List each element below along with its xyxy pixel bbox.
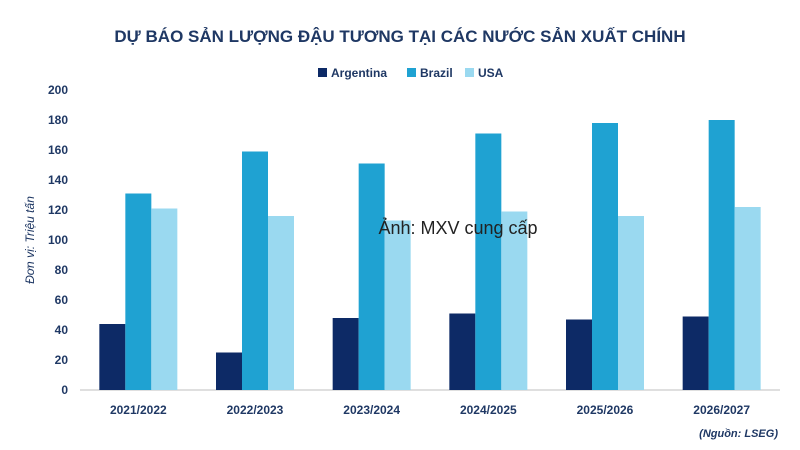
x-axis-ticks: 2021/2022 2022/2023 2023/2024 2024/2025 2025… bbox=[110, 403, 750, 417]
bar-argentina-2023-2024 bbox=[332, 318, 359, 390]
bar-usa-2022-2023 bbox=[268, 216, 294, 390]
bar-brazil-2021-2022 bbox=[125, 193, 152, 390]
bar-brazil-2022-2023 bbox=[242, 151, 268, 390]
chart-title: DỰ BÁO SẢN LƯỢNG ĐẬU TƯƠNG TẠI CÁC NƯỚC … bbox=[114, 27, 685, 46]
bar-usa-2026-2027 bbox=[734, 207, 761, 390]
y-tick-label: 160 bbox=[48, 143, 68, 157]
legend-swatch-argentina bbox=[318, 68, 327, 77]
bar-argentina-2022-2023 bbox=[216, 352, 242, 390]
y-axis-label: Đơn vị: Triệu tấn bbox=[23, 196, 37, 284]
y-tick-label: 0 bbox=[61, 383, 68, 397]
y-tick-label: 20 bbox=[55, 353, 69, 367]
y-tick-label: 40 bbox=[55, 323, 69, 337]
y-tick-label: 80 bbox=[55, 263, 69, 277]
bar-usa-2021-2022 bbox=[151, 208, 178, 390]
bar-argentina-2025-2026 bbox=[566, 319, 592, 390]
bar-usa-2023-2024 bbox=[384, 220, 411, 390]
x-tick-label: 2021/2022 bbox=[110, 403, 167, 417]
y-tick-label: 180 bbox=[48, 113, 68, 127]
legend-label-usa: USA bbox=[478, 66, 504, 80]
x-tick-label: 2022/2023 bbox=[227, 403, 284, 417]
x-tick-label: 2025/2026 bbox=[577, 403, 634, 417]
y-tick-label: 100 bbox=[48, 233, 68, 247]
x-tick-label: 2024/2025 bbox=[460, 403, 517, 417]
x-tick-label: 2026/2027 bbox=[693, 403, 750, 417]
bar-brazil-2023-2024 bbox=[358, 163, 385, 390]
y-axis-ticks: 0 20 40 60 80 100 120 140 160 180 200 bbox=[48, 83, 68, 397]
y-tick-label: 200 bbox=[48, 83, 68, 97]
y-tick-label: 60 bbox=[55, 293, 69, 307]
bars bbox=[99, 120, 761, 390]
bar-usa-2025-2026 bbox=[618, 216, 644, 390]
legend-label-argentina: Argentina bbox=[331, 66, 387, 80]
legend-label-brazil: Brazil bbox=[420, 66, 453, 80]
bar-argentina-2021-2022 bbox=[99, 324, 126, 390]
bar-usa-2024-2025 bbox=[501, 211, 528, 390]
bar-argentina-2024-2025 bbox=[449, 313, 476, 390]
y-tick-label: 120 bbox=[48, 203, 68, 217]
bar-argentina-2026-2027 bbox=[682, 316, 709, 390]
source-note: (Nguồn: LSEG) bbox=[699, 428, 778, 440]
legend-swatch-usa bbox=[465, 68, 474, 77]
bar-brazil-2026-2027 bbox=[708, 120, 735, 390]
y-tick-label: 140 bbox=[48, 173, 68, 187]
watermark-text: Ảnh: MXV cung cấp bbox=[378, 217, 537, 238]
x-tick-label: 2023/2024 bbox=[343, 403, 400, 417]
legend-swatch-brazil bbox=[407, 68, 416, 77]
bar-brazil-2024-2025 bbox=[475, 133, 502, 390]
legend: Argentina Brazil USA bbox=[318, 66, 504, 80]
bar-brazil-2025-2026 bbox=[592, 123, 618, 390]
